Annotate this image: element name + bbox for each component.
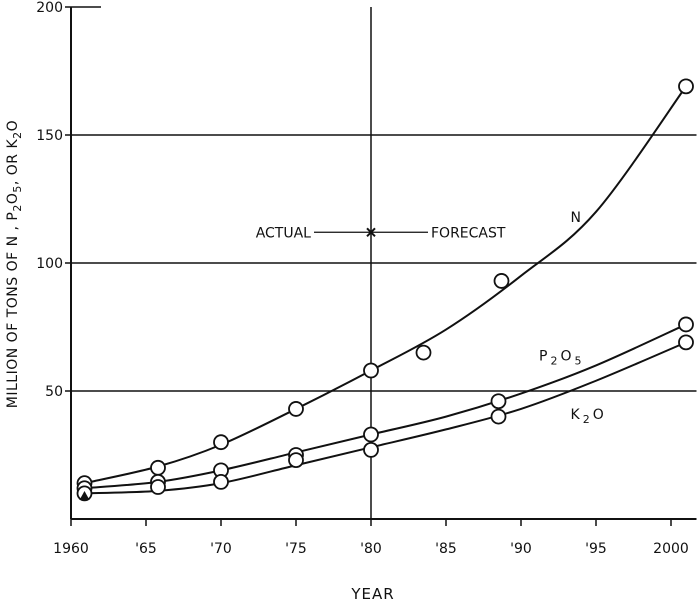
y-axis-label-part: MILLION OF TONS OF N , P xyxy=(5,212,21,409)
x-tick-label: '85 xyxy=(435,541,457,557)
y-tick-label: 50 xyxy=(45,384,63,400)
series-label-part: 2 xyxy=(583,413,590,426)
data-point-N xyxy=(415,344,432,361)
x-tick-label: 1960 xyxy=(53,541,89,557)
data-point-N xyxy=(493,273,510,289)
x-tick-label: '80 xyxy=(360,541,382,557)
y-tick-label: 200 xyxy=(36,0,63,16)
y-axis-label-part: , OR K xyxy=(5,139,21,186)
x-tick-label: '90 xyxy=(510,541,532,557)
series-label-part: N xyxy=(571,210,581,226)
x-tick-label: '75 xyxy=(285,541,307,557)
y-axis-label: MILLION OF TONS OF N , P2O5, OR K2O xyxy=(5,120,24,408)
data-point-K2O xyxy=(288,452,304,469)
x-tick-label: '95 xyxy=(585,541,607,557)
series-label-part: 2 xyxy=(550,354,557,367)
data-point-N xyxy=(678,78,694,95)
series-label-part: 5 xyxy=(574,354,581,367)
series-label-part: P xyxy=(539,348,547,364)
data-point-K2O xyxy=(150,479,166,495)
series-line-N xyxy=(84,85,687,485)
data-point-N xyxy=(213,434,229,451)
data-point-K2O xyxy=(363,441,379,458)
data-point-K2O xyxy=(678,334,694,351)
y-axis-label-part: O xyxy=(5,120,21,132)
x-tick-label: '70 xyxy=(210,541,232,557)
x-tick-label: 2000 xyxy=(653,541,689,557)
data-point-P2O5 xyxy=(678,316,694,333)
y-tick-label: 100 xyxy=(36,256,63,272)
series-label-part: K xyxy=(571,407,581,423)
y-axis-label-part: 5 xyxy=(11,185,24,193)
series-label-part: O xyxy=(593,407,604,423)
y-axis-label-part: O xyxy=(5,193,21,205)
forecast-label: FORECAST xyxy=(431,225,506,241)
y-axis-label-part: 2 xyxy=(11,204,24,212)
data-point-P2O5 xyxy=(490,393,507,410)
data-point-K2O xyxy=(213,473,229,490)
data-point-N xyxy=(363,362,379,379)
data-point-K2O xyxy=(490,408,507,425)
triangle-marker xyxy=(79,490,90,500)
data-point-N xyxy=(288,401,304,417)
y-axis-label-part: 2 xyxy=(11,131,24,139)
x-tick-label: '65 xyxy=(135,541,157,557)
series-label-part: O xyxy=(560,348,571,364)
series-label-N: N xyxy=(571,210,581,226)
data-point-P2O5 xyxy=(363,426,379,443)
y-tick-label: 150 xyxy=(36,128,63,144)
data-point-N xyxy=(150,459,166,476)
x-marker xyxy=(366,227,376,237)
x-axis-label: YEAR xyxy=(350,585,394,601)
actual-label: ACTUAL xyxy=(256,225,311,241)
